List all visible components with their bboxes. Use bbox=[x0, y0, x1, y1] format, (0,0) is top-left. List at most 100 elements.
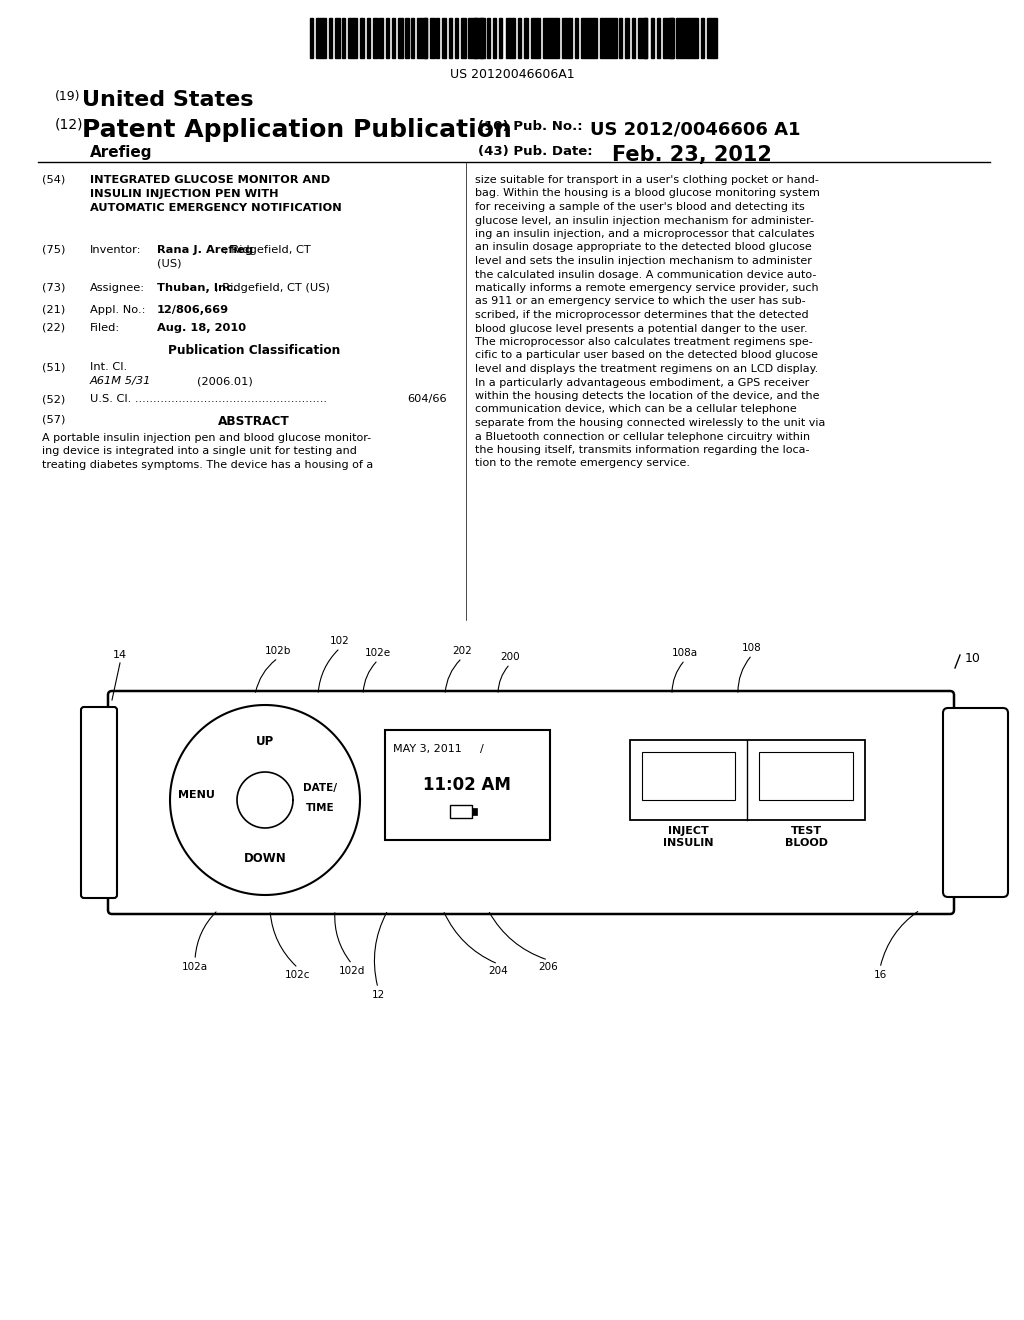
Text: the calculated insulin dosage. A communication device auto-: the calculated insulin dosage. A communi… bbox=[475, 269, 816, 280]
Text: 16: 16 bbox=[873, 970, 887, 979]
Text: The microprocessor also calculates treatment regimens spe-: The microprocessor also calculates treat… bbox=[475, 337, 813, 347]
Text: separate from the housing connected wirelessly to the unit via: separate from the housing connected wire… bbox=[475, 418, 825, 428]
Text: tion to the remote emergency service.: tion to the remote emergency service. bbox=[475, 458, 690, 469]
Text: bag. Within the housing is a blood glucose monitoring system: bag. Within the housing is a blood gluco… bbox=[475, 189, 820, 198]
Bar bbox=[367, 18, 370, 58]
Bar bbox=[512, 18, 515, 58]
Text: (2006.01): (2006.01) bbox=[197, 376, 253, 385]
Text: MENU: MENU bbox=[178, 789, 215, 800]
Text: TEST
BLOOD: TEST BLOOD bbox=[784, 826, 827, 847]
Bar bbox=[354, 18, 357, 58]
Bar bbox=[664, 18, 673, 58]
Bar bbox=[642, 752, 735, 800]
Text: (54): (54) bbox=[42, 176, 66, 185]
Bar bbox=[450, 805, 472, 818]
Text: (US): (US) bbox=[157, 259, 181, 269]
Bar bbox=[329, 18, 332, 58]
Text: INTEGRATED GLUCOSE MONITOR AND: INTEGRATED GLUCOSE MONITOR AND bbox=[90, 176, 331, 185]
Text: Feb. 23, 2012: Feb. 23, 2012 bbox=[612, 145, 772, 165]
Text: Assignee:: Assignee: bbox=[90, 282, 145, 293]
Text: DATE/: DATE/ bbox=[303, 783, 337, 793]
Bar bbox=[411, 18, 414, 58]
Text: for receiving a sample of the user's blood and detecting its: for receiving a sample of the user's blo… bbox=[475, 202, 805, 213]
Bar bbox=[392, 18, 395, 58]
Bar bbox=[632, 18, 635, 58]
Text: scribed, if the microprocessor determines that the detected: scribed, if the microprocessor determine… bbox=[475, 310, 809, 319]
Text: treating diabetes symptoms. The device has a housing of a: treating diabetes symptoms. The device h… bbox=[42, 459, 374, 470]
Text: Aug. 18, 2010: Aug. 18, 2010 bbox=[157, 323, 246, 333]
Bar bbox=[530, 18, 537, 58]
Text: Appl. No.:: Appl. No.: bbox=[90, 305, 145, 315]
Bar bbox=[486, 18, 489, 58]
Text: UP: UP bbox=[256, 735, 274, 747]
Text: 108: 108 bbox=[742, 643, 762, 653]
Text: size suitable for transport in a user's clothing pocket or hand-: size suitable for transport in a user's … bbox=[475, 176, 819, 185]
Bar bbox=[404, 18, 410, 58]
Bar bbox=[574, 18, 579, 58]
Text: 12: 12 bbox=[372, 990, 385, 1001]
Bar bbox=[468, 18, 477, 58]
Text: cific to a particular user based on the detected blood glucose: cific to a particular user based on the … bbox=[475, 351, 818, 360]
Text: 102e: 102e bbox=[365, 648, 391, 657]
Text: 204: 204 bbox=[488, 966, 508, 975]
Text: Publication Classification: Publication Classification bbox=[168, 345, 340, 356]
FancyBboxPatch shape bbox=[81, 708, 117, 898]
Text: the housing itself, transmits information regarding the loca-: the housing itself, transmits informatio… bbox=[475, 445, 810, 455]
Bar bbox=[348, 18, 354, 58]
Text: United States: United States bbox=[82, 90, 254, 110]
Bar bbox=[537, 18, 541, 58]
Bar bbox=[506, 18, 512, 58]
Text: (75): (75) bbox=[42, 246, 66, 255]
Bar bbox=[430, 18, 434, 58]
Bar bbox=[759, 752, 853, 800]
Bar bbox=[449, 18, 452, 58]
Bar bbox=[544, 18, 550, 58]
Bar bbox=[688, 18, 694, 58]
Text: (51): (51) bbox=[42, 362, 66, 372]
Bar bbox=[630, 741, 865, 820]
FancyBboxPatch shape bbox=[943, 708, 1008, 898]
Bar bbox=[708, 18, 714, 58]
Bar bbox=[335, 18, 340, 58]
Bar bbox=[588, 18, 594, 58]
Text: 604/66: 604/66 bbox=[407, 393, 446, 404]
Bar bbox=[316, 18, 323, 58]
Bar bbox=[462, 18, 466, 58]
Text: AUTOMATIC EMERGENCY NOTIFICATION: AUTOMATIC EMERGENCY NOTIFICATION bbox=[90, 203, 342, 213]
Text: INJECT
INSULIN: INJECT INSULIN bbox=[664, 826, 714, 847]
Text: Int. Cl.: Int. Cl. bbox=[90, 362, 127, 372]
Text: (21): (21) bbox=[42, 305, 66, 315]
Text: 14: 14 bbox=[113, 649, 127, 660]
Bar bbox=[644, 18, 647, 58]
Text: ing an insulin injection, and a microprocessor that calculates: ing an insulin injection, and a micropro… bbox=[475, 228, 814, 239]
Text: within the housing detects the location of the device, and the: within the housing detects the location … bbox=[475, 391, 819, 401]
Text: (57): (57) bbox=[42, 414, 66, 425]
Bar bbox=[606, 18, 612, 58]
Bar bbox=[650, 18, 653, 58]
Bar bbox=[472, 808, 477, 814]
Text: Rana J. Arefieg: Rana J. Arefieg bbox=[157, 246, 253, 255]
Text: blood glucose level presents a potential danger to the user.: blood glucose level presents a potential… bbox=[475, 323, 808, 334]
Text: U.S. Cl. .....................................................: U.S. Cl. ...............................… bbox=[90, 393, 327, 404]
Text: (43) Pub. Date:: (43) Pub. Date: bbox=[478, 145, 593, 158]
Text: 102d: 102d bbox=[339, 966, 366, 975]
Bar bbox=[556, 18, 559, 58]
FancyBboxPatch shape bbox=[108, 690, 954, 913]
Bar bbox=[417, 18, 427, 58]
Text: (73): (73) bbox=[42, 282, 66, 293]
Bar bbox=[398, 18, 403, 58]
Bar bbox=[714, 18, 717, 58]
Text: US 20120046606A1: US 20120046606A1 bbox=[450, 69, 574, 81]
Bar bbox=[594, 18, 597, 58]
Text: Thuban, Inc.: Thuban, Inc. bbox=[157, 282, 238, 293]
Bar bbox=[670, 18, 674, 58]
Text: Inventor:: Inventor: bbox=[90, 246, 141, 255]
Bar bbox=[676, 18, 682, 58]
Text: 108a: 108a bbox=[672, 648, 698, 657]
Text: Filed:: Filed: bbox=[90, 323, 120, 333]
Text: (22): (22) bbox=[42, 323, 66, 333]
Text: In a particularly advantageous embodiment, a GPS receiver: In a particularly advantageous embodimen… bbox=[475, 378, 809, 388]
Text: 102a: 102a bbox=[182, 962, 208, 972]
Text: DOWN: DOWN bbox=[244, 853, 287, 866]
Text: 202: 202 bbox=[453, 645, 472, 656]
